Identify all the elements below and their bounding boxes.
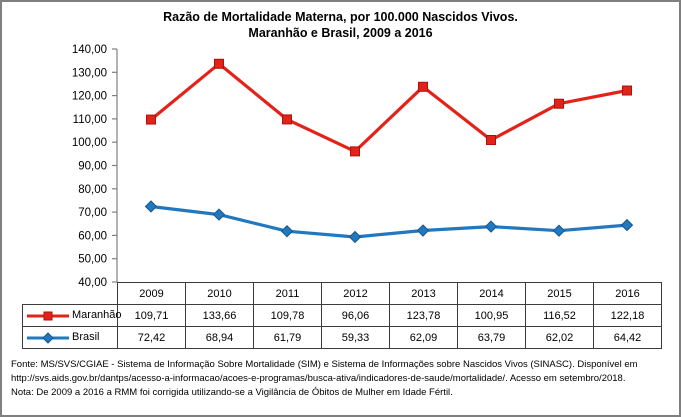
table-cell-maranhao: 109,78 <box>253 304 322 327</box>
series-brasil-marker <box>416 224 430 237</box>
series-brasil-marker <box>348 230 362 244</box>
legend-brasil: Brasil <box>22 326 118 349</box>
legend-brasil-glyph <box>27 331 69 344</box>
series-maranhao-marker <box>486 134 496 145</box>
table-cell-maranhao: 109,71 <box>117 304 186 327</box>
y-axis-label: 110,00 <box>73 114 107 126</box>
year-header: 2013 <box>389 282 458 305</box>
series-brasil-line <box>149 204 629 239</box>
series-maranhao-line <box>149 62 629 153</box>
series-brasil-marker <box>212 208 226 221</box>
table-row: Brasil 72,42 68,94 61,79 59,33 62,09 63,79 62,0… <box>22 326 662 349</box>
y-axis-label: 90,00 <box>78 161 107 173</box>
legend-brasil-label: Brasil <box>72 331 100 344</box>
table-cell-brasil: 68,94 <box>185 326 254 349</box>
table-row: 2009 2010 2011 2012 2013 2014 2015 2016 <box>23 282 662 305</box>
series-maranhao-marker <box>282 114 292 125</box>
legend-maranhao-marker <box>43 311 53 321</box>
series-maranhao-marker <box>214 58 224 69</box>
year-header: 2009 <box>117 282 186 305</box>
series-brasil-marker <box>620 218 634 232</box>
table-cell-brasil: 62,09 <box>389 326 458 349</box>
table-cell-brasil: 72,42 <box>117 326 186 349</box>
y-axis-label: 100,00 <box>72 137 107 149</box>
y-axis-label: 50,00 <box>78 254 107 266</box>
table-cell-brasil: 59,33 <box>321 326 390 349</box>
series-brasil-marker <box>144 200 158 213</box>
year-header: 2015 <box>525 282 594 305</box>
table-cell-maranhao: 133,66 <box>185 304 254 327</box>
chart-title-line1: Razão de Mortalidade Materna, por 100.00… <box>163 10 518 24</box>
source-note: Fonte: MS/SVS/CGIAE - Sistema de Informa… <box>11 358 675 400</box>
table-cell-brasil: 64,42 <box>593 326 662 349</box>
y-axis-label: 130,00 <box>72 67 107 79</box>
table-cell-maranhao: 123,78 <box>389 304 458 327</box>
series-brasil-marker <box>552 224 566 237</box>
legend-maranhao-glyph <box>27 311 69 321</box>
data-table: 2009 2010 2011 2012 2013 2014 2015 2016 Maranhã… <box>22 282 662 349</box>
y-axis-label: 80,00 <box>78 184 107 196</box>
y-axis-label: 60,00 <box>78 230 107 242</box>
year-header: 2011 <box>253 282 322 305</box>
y-axis-label: 70,00 <box>78 207 107 219</box>
table-cell-brasil: 63,79 <box>457 326 526 349</box>
y-axis-label: 120,00 <box>72 91 107 103</box>
series-maranhao-marker <box>554 98 564 109</box>
year-header: 2014 <box>457 282 526 305</box>
table-cell-maranhao: 116,52 <box>525 304 594 327</box>
series-maranhao-marker <box>350 146 360 157</box>
source-note-line: http://svs.aids.gov.br/dantps/acesso-a-i… <box>11 373 626 384</box>
y-axis-label: 140,00 <box>72 44 107 56</box>
table-cell-maranhao: 122,18 <box>593 304 662 327</box>
series-brasil-marker <box>280 225 294 238</box>
series-maranhao-marker <box>622 85 632 96</box>
series-maranhao-marker <box>418 81 428 92</box>
table-corner-cell <box>23 283 118 305</box>
year-header: 2010 <box>185 282 254 305</box>
chart-title-line2: Maranhão e Brasil, 2009 a 2016 <box>248 26 433 40</box>
table-cell-maranhao: 100,95 <box>457 304 526 327</box>
legend-brasil-marker <box>42 331 54 344</box>
source-note-line: Nota: De 2009 a 2016 a RMM foi corrigida… <box>11 387 453 398</box>
chart-title: Razão de Mortalidade Materna, por 100.00… <box>2 9 679 41</box>
table-cell-brasil: 61,79 <box>253 326 322 349</box>
legend-maranhao: Maranhão <box>22 304 122 327</box>
table-cell-maranhao: 96,06 <box>321 304 390 327</box>
y-axis-label: 40,00 <box>78 277 107 289</box>
table-cell-brasil: 62,02 <box>525 326 594 349</box>
legend-maranhao-label: Maranhão <box>72 309 122 322</box>
series-maranhao-marker <box>146 114 156 125</box>
table-row: Maranhão 109,71 133,66 109,78 96,06 123,78 100… <box>22 304 662 327</box>
year-header: 2016 <box>593 282 662 305</box>
series-brasil-marker <box>484 220 498 233</box>
year-header: 2012 <box>321 282 390 305</box>
source-note-line: Fonte: MS/SVS/CGIAE - Sistema de Informa… <box>11 359 638 370</box>
